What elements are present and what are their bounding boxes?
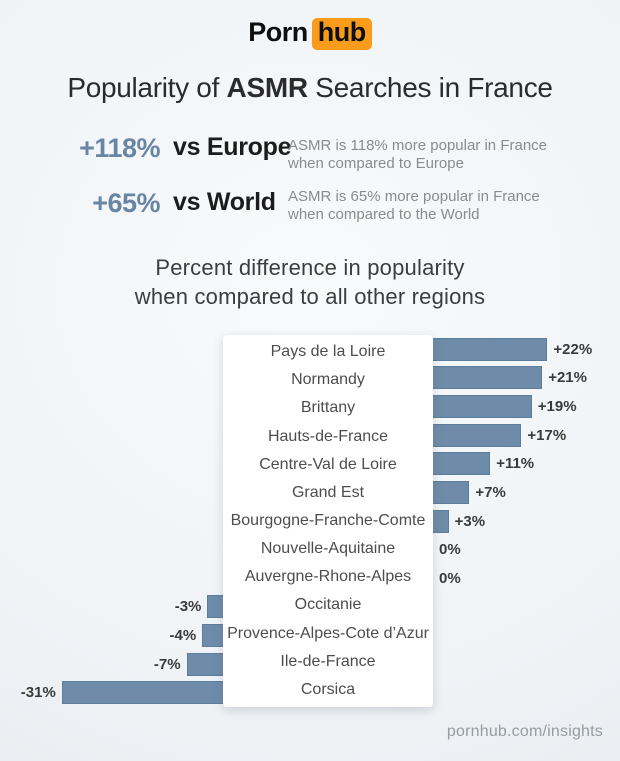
bar-chart: Pays de la Loire Normandy Brittany Hauts-de… <box>0 335 620 720</box>
stat-value-europe: +118% <box>79 133 160 163</box>
region-label: Nouvelle-Aquitaine <box>260 540 396 558</box>
bar-value-label: 0% <box>439 541 461 559</box>
region-label: Provence-Alpes-Cote d’Azur <box>227 624 429 642</box>
bar-positive <box>425 423 522 447</box>
region-label: Ile-de-France <box>280 652 376 670</box>
chart-subtitle-line2: when compared to all other regions <box>134 284 486 309</box>
bar-positive <box>425 452 491 476</box>
region-label: Brittany <box>300 399 356 417</box>
stat-vs-world: vs World <box>173 188 276 216</box>
pornhub-logo: Porn hub <box>0 17 620 50</box>
bar-value-label: +19% <box>537 398 577 416</box>
region-label: Occitanie <box>294 596 362 614</box>
bar-value-label: +21% <box>548 369 587 387</box>
stat-vs-europe: vs Europe <box>173 133 292 161</box>
footer-url: pornhub.com/insights <box>446 723 603 740</box>
chart-label-card: Pays de la Loire Normandy Brittany Hauts-de… <box>223 335 433 707</box>
region-label: Pays de la Loire <box>270 343 386 361</box>
chart-subtitle-line1: Percent difference in popularity <box>155 255 465 280</box>
region-label: Corsica <box>300 680 356 698</box>
bar-value-label: 0% <box>439 569 461 587</box>
bar-value-label: -4% <box>169 626 197 644</box>
region-label: Centre-Val de Loire <box>259 455 397 473</box>
bar-value-label: -3% <box>174 598 202 616</box>
logo-text-hub: hub <box>311 17 372 50</box>
bar-positive <box>425 337 548 361</box>
title-suffix: Searches in France <box>307 72 553 103</box>
bar-value-label: +11% <box>496 455 535 473</box>
stat-value-world: +65% <box>92 188 160 218</box>
bar-value-label: +17% <box>527 426 567 444</box>
region-label: Auvergne-Rhone-Alpes <box>244 568 412 586</box>
region-label: Bourgogne-Franche-Comte <box>230 512 426 530</box>
bar-value-label: +3% <box>454 512 486 530</box>
bar-value-label: -31% <box>20 684 56 702</box>
page-title: Popularity of ASMR Searches in France <box>0 72 620 104</box>
chart-subtitle: Percent difference in popularity when co… <box>0 253 620 311</box>
bar-value-label: +7% <box>475 483 506 501</box>
region-label: Hauts-de-France <box>267 427 389 445</box>
region-label: Normandy <box>291 371 365 389</box>
bar-value-label: +22% <box>553 340 593 358</box>
stat-description-world: ASMR is 65% more popular in France when … <box>288 188 540 223</box>
bar-negative <box>61 681 231 705</box>
region-label: Grand Est <box>291 483 365 501</box>
title-prefix: Popularity of <box>67 72 227 103</box>
title-emphasis: ASMR <box>226 72 309 103</box>
bar-value-label: -7% <box>153 655 181 673</box>
logo-text-porn: Porn <box>248 17 308 47</box>
bar-positive <box>425 366 543 390</box>
bar-positive <box>425 395 532 419</box>
stat-description-europe: ASMR is 118% more popular in France when… <box>288 137 547 172</box>
